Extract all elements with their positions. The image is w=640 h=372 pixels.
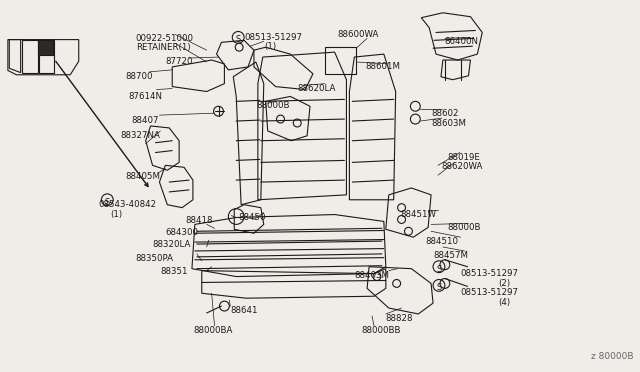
Text: (1): (1) [110,209,122,219]
Text: 00922-51000: 00922-51000 [136,35,194,44]
Text: S: S [236,35,241,44]
Text: 88600WA: 88600WA [337,31,379,39]
Text: 88407: 88407 [131,116,159,125]
Text: 88327NA: 88327NA [120,131,160,140]
Text: 88603M: 88603M [431,119,466,128]
Text: 88451W: 88451W [401,209,436,219]
Text: (2): (2) [498,279,510,288]
Text: 684300: 684300 [165,228,198,237]
Text: S: S [436,264,442,274]
Text: 87720: 87720 [165,57,193,66]
Text: (4): (4) [498,298,510,307]
Text: 884510: 884510 [425,237,458,246]
Text: 88000BB: 88000BB [361,326,401,335]
Text: 08513-51297: 08513-51297 [461,269,518,278]
Text: RETAINER(1): RETAINER(1) [136,43,191,52]
Text: 08543-40842: 08543-40842 [99,200,157,209]
Text: 88450: 88450 [238,212,266,222]
Text: 88620LA: 88620LA [297,84,335,93]
Text: 88000BA: 88000BA [193,326,232,335]
Text: 88602: 88602 [431,109,459,118]
Text: 88700: 88700 [125,72,152,81]
Text: 88000B: 88000B [448,224,481,232]
Polygon shape [38,39,53,55]
Text: 08513-51297: 08513-51297 [461,288,518,297]
Text: S: S [105,198,110,207]
Text: 88019E: 88019E [448,153,481,161]
Text: 88403M: 88403M [355,271,389,280]
Text: 88405M: 88405M [125,172,160,181]
Text: 88320LA: 88320LA [152,240,191,249]
Text: 08513-51297: 08513-51297 [244,33,302,42]
Text: 86400N: 86400N [445,37,479,46]
Text: S: S [436,283,442,292]
Text: 88418: 88418 [185,215,212,225]
Text: 88000B: 88000B [256,101,289,110]
Text: 88620WA: 88620WA [441,163,483,171]
Text: (1): (1) [264,42,276,51]
Text: z 80000B: z 80000B [591,352,633,361]
Text: 88457M: 88457M [433,251,468,260]
Text: 88351: 88351 [161,267,188,276]
Text: 88828: 88828 [386,314,413,323]
Text: 88641: 88641 [230,306,258,315]
Text: 87614N: 87614N [128,92,162,100]
Text: 88350PA: 88350PA [136,254,174,263]
Text: 88601M: 88601M [365,62,400,71]
